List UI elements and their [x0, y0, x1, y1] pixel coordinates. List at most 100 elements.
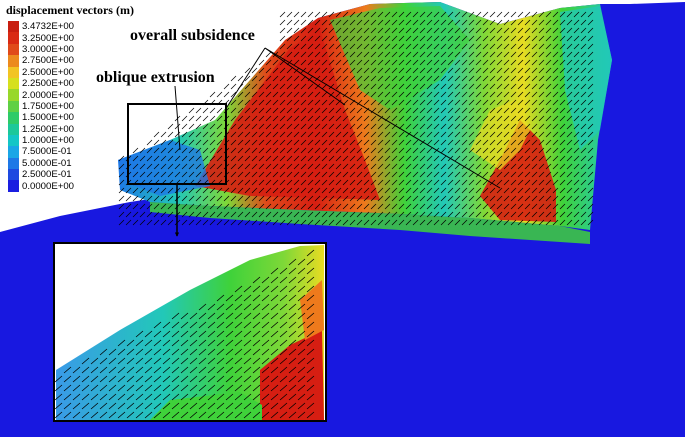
displacement-arrow [398, 19, 405, 26]
displacement-arrow [314, 75, 321, 82]
displacement-arrow [503, 163, 510, 170]
displacement-arrow [342, 91, 349, 98]
displacement-arrow [265, 99, 272, 106]
displacement-arrow [405, 51, 412, 58]
displacement-arrow [314, 219, 321, 226]
inset-displacement-arrow [108, 411, 117, 419]
displacement-arrow [188, 147, 195, 154]
displacement-arrow [426, 219, 433, 226]
displacement-arrow [482, 187, 489, 194]
displacement-arrow [412, 155, 419, 162]
inset-displacement-arrow [234, 402, 243, 410]
displacement-arrow [321, 163, 328, 170]
displacement-arrow [531, 203, 538, 210]
displacement-arrow [482, 171, 489, 178]
displacement-arrow [510, 11, 517, 18]
displacement-arrow [307, 83, 314, 90]
displacement-arrow [440, 171, 447, 178]
displacement-arrow [531, 211, 538, 218]
displacement-arrow [433, 179, 440, 186]
inset-displacement-arrow [243, 285, 252, 293]
inset-displacement-arrow [117, 393, 126, 401]
displacement-arrow [426, 35, 433, 42]
inset-displacement-arrow [63, 411, 72, 419]
cyan-band-upper [560, 6, 612, 150]
displacement-arrow [146, 203, 153, 210]
displacement-arrow [419, 115, 426, 122]
displacement-arrow [482, 83, 489, 90]
displacement-arrow [426, 211, 433, 218]
inset-displacement-arrow [279, 303, 288, 311]
legend-row: 7.5000E-01 [8, 146, 118, 158]
inset-displacement-arrow [126, 384, 135, 392]
displacement-arrow [209, 171, 216, 178]
displacement-arrow [398, 187, 405, 194]
displacement-arrow [237, 139, 244, 146]
displacement-arrow [384, 219, 391, 226]
displacement-arrow [538, 27, 545, 34]
displacement-arrow [307, 35, 314, 42]
displacement-arrow [419, 107, 426, 114]
displacement-arrow [503, 211, 510, 218]
inset-displacement-arrow [180, 411, 189, 419]
displacement-arrow [293, 83, 300, 90]
inset-displacement-arrow [171, 357, 180, 365]
displacement-arrow [279, 59, 286, 66]
displacement-arrow [237, 131, 244, 138]
displacement-arrow [139, 203, 146, 210]
displacement-arrow [496, 163, 503, 170]
inset-displacement-arrow [279, 330, 288, 338]
displacement-arrow [419, 139, 426, 146]
inset-displacement-arrow [153, 384, 162, 392]
displacement-arrow [167, 155, 174, 162]
inset-displacement-arrow [153, 402, 162, 410]
displacement-arrow [566, 51, 573, 58]
displacement-arrow [447, 139, 454, 146]
displacement-arrow [188, 139, 195, 146]
displacement-arrow [503, 19, 510, 26]
displacement-arrow [468, 219, 475, 226]
displacement-arrow [482, 195, 489, 202]
displacement-arrow [216, 147, 223, 154]
displacement-arrow [300, 195, 307, 202]
displacement-arrow [510, 147, 517, 154]
displacement-arrow [230, 139, 237, 146]
displacement-arrow [202, 107, 209, 114]
displacement-arrow [314, 179, 321, 186]
inset-displacement-arrow [234, 411, 243, 419]
displacement-arrow [559, 211, 566, 218]
displacement-arrow [489, 155, 496, 162]
displacement-arrow [237, 123, 244, 130]
inset-displacement-arrow [171, 330, 180, 338]
inset-displacement-arrow [153, 339, 162, 347]
inset-displacement-arrow [234, 312, 243, 320]
inset-displacement-arrow [306, 258, 315, 266]
inset-displacement-arrow [261, 393, 270, 401]
inset-displacement-arrow [288, 366, 297, 374]
displacement-arrow [489, 91, 496, 98]
displacement-arrow [461, 131, 468, 138]
displacement-arrow [412, 35, 419, 42]
displacement-arrow [398, 107, 405, 114]
displacement-arrow [426, 131, 433, 138]
inset-displacement-arrow [225, 348, 234, 356]
inset-displacement-arrow [72, 393, 81, 401]
displacement-arrow [426, 27, 433, 34]
displacement-arrow [426, 91, 433, 98]
displacement-arrow [328, 211, 335, 218]
displacement-arrow [489, 187, 496, 194]
displacement-arrow [545, 123, 552, 130]
displacement-arrow [370, 131, 377, 138]
displacement-arrow [475, 43, 482, 50]
displacement-arrow [447, 43, 454, 50]
inset-displacement-arrow [216, 393, 225, 401]
displacement-arrow [391, 139, 398, 146]
displacement-arrow [363, 115, 370, 122]
displacement-arrow [433, 75, 440, 82]
displacement-arrow [524, 35, 531, 42]
displacement-arrow [349, 171, 356, 178]
displacement-arrow [237, 187, 244, 194]
subsidence-zone-right [480, 120, 556, 222]
displacement-arrow [587, 147, 594, 154]
displacement-arrow [118, 219, 125, 226]
